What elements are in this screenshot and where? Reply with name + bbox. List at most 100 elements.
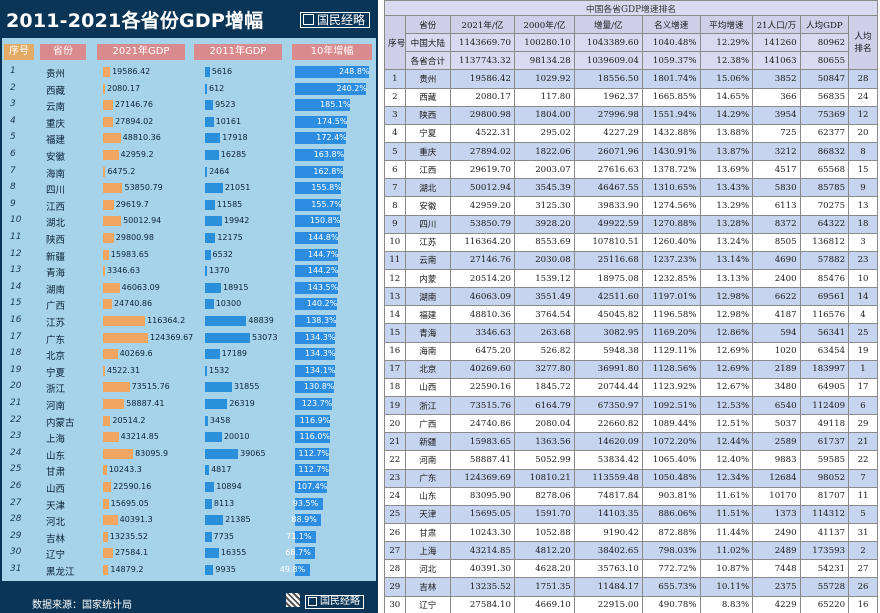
table-cell: 9883 <box>752 450 801 470</box>
table-cell: 1029.92 <box>513 69 575 89</box>
data-label-gdp-2021: 43214.85 <box>120 432 159 442</box>
table-cell: 13.43% <box>699 178 754 198</box>
rank-cell: 12 <box>384 268 406 289</box>
table-cell: 13235.52 <box>450 577 515 597</box>
table-cell: 2490 <box>752 522 801 543</box>
ranking-table: 中国各省GDP增速排名 序号 省份 2021年/亿 2000年/亿 增量/亿 名义增速 平均增… <box>384 0 878 613</box>
category-label: 北京 <box>46 351 66 363</box>
table-cell: 38402.65 <box>573 541 643 561</box>
table-cell: 74817.84 <box>573 486 643 506</box>
category-label: 福建 <box>46 135 66 147</box>
table-cell: 57882 <box>799 250 850 270</box>
table-cell: 14620.09 <box>573 432 643 452</box>
data-label-growth: 138.3% <box>306 316 337 325</box>
table-cell: 86832 <box>799 141 850 162</box>
category-label: 江西 <box>46 201 66 213</box>
bar-gdp-2011 <box>205 67 210 77</box>
chart-row: 13 青海 3346.63 1370 144.2% <box>2 263 376 280</box>
right-ranking-panel: 中国各省GDP增速排名 序号 省份 2021年/亿 2000年/亿 增量/亿 名义增速 平均增… <box>384 0 880 613</box>
chart-row: 27 天津 15695.05 8113 93.5% <box>2 496 376 513</box>
table-cell: 2400 <box>752 268 801 289</box>
table-cell: 11.51% <box>699 504 754 524</box>
data-label-gdp-2011: 26319 <box>229 399 255 408</box>
table-cell: 69561 <box>799 287 850 307</box>
bar-gdp-2021 <box>103 415 111 426</box>
table-cell: 1128.56% <box>641 359 701 379</box>
table-cell: 9190.42 <box>573 522 643 543</box>
data-label-gdp-2021: 29800.98 <box>115 233 154 242</box>
data-label-gdp-2011: 20010 <box>223 432 250 442</box>
qr-code-icon <box>286 593 300 607</box>
summary-cell: 1137743.32 <box>450 51 515 71</box>
per-capita-rank-cell: 9 <box>848 178 878 198</box>
per-capita-rank-cell: 28 <box>848 69 878 89</box>
bar-growth <box>295 431 330 444</box>
data-label-gdp-2021: 42959.2 <box>120 150 154 159</box>
data-label-gdp-2011: 9523 <box>215 100 236 110</box>
bar-gdp-2021 <box>103 183 123 194</box>
table-row: 20 广西 24740.86 2080.04 22660.82 1089.44% 12.51… <box>384 414 878 434</box>
summary-cell: 100280.10 <box>513 33 575 53</box>
row-index: 17 <box>10 331 22 342</box>
data-label-gdp-2021: 50012.94 <box>123 216 162 226</box>
table-cell: 1072.20% <box>641 432 701 452</box>
rank-cell: 27 <box>384 541 406 561</box>
data-label-growth: 163.8% <box>313 150 345 159</box>
bar-gdp-2011 <box>205 482 215 492</box>
table-cell: 22660.82 <box>573 414 643 434</box>
data-label-growth: 185.1% <box>320 100 351 110</box>
table-cell: 1123.92% <box>641 377 701 397</box>
per-capita-rank-cell: 23 <box>848 250 878 270</box>
table-cell: 12.69% <box>699 341 754 361</box>
row-index: 7 <box>10 165 16 176</box>
table-row: 5 重庆 27894.02 1822.06 26071.96 1430.91% 13.87%… <box>384 141 878 162</box>
province-cell: 安徽 <box>404 196 452 216</box>
data-label-gdp-2021: 14879.2 <box>110 565 144 574</box>
rank-cell: 15 <box>384 323 406 343</box>
table-cell: 116576 <box>799 305 850 325</box>
data-label-gdp-2021: 6475.2 <box>107 166 136 176</box>
table-cell: 55728 <box>799 577 850 597</box>
table-row: 3 陕西 29800.98 1804.00 27996.98 1551.94% 14.29%… <box>384 105 878 125</box>
data-label-gdp-2021: 20514.2 <box>112 415 146 425</box>
province-cell: 云南 <box>404 250 452 270</box>
summary-label: 各省合计 <box>404 51 452 71</box>
rank-cell: 11 <box>384 250 406 270</box>
header-per-capita-rank: 人均排名 <box>848 14 878 71</box>
table-cell: 4187 <box>752 305 801 325</box>
table-cell: 19586.42 <box>450 69 515 89</box>
data-label-gdp-2021: 3346.63 <box>107 266 141 276</box>
data-label-growth: 155.8% <box>311 183 342 193</box>
per-capita-rank-cell: 17 <box>848 377 878 397</box>
rank-cell: 25 <box>384 504 406 524</box>
category-label: 吉林 <box>46 533 66 545</box>
per-capita-rank-cell: 5 <box>848 504 878 524</box>
table-cell: 11484.17 <box>573 577 643 597</box>
rank-cell: 23 <box>384 468 406 488</box>
rank-cell: 21 <box>384 432 406 452</box>
bar-gdp-2011 <box>205 299 214 310</box>
data-label-gdp-2011: 10300 <box>215 299 242 309</box>
bar-gdp-2021 <box>103 150 119 160</box>
table-cell: 1539.12 <box>513 268 575 289</box>
table-cell: 13.88% <box>699 123 754 143</box>
table-cell: 2030.08 <box>513 250 575 270</box>
bar-gdp-2021 <box>103 249 109 260</box>
table-cell: 15983.65 <box>450 432 515 452</box>
bar-gdp-2021 <box>103 448 134 459</box>
table-cell: 3545.39 <box>513 178 575 198</box>
table-cell: 64322 <box>799 214 850 234</box>
table-row: 19 浙江 73515.76 6164.79 67350.97 1092.51% 12.53… <box>384 395 878 416</box>
table-cell: 14.29% <box>699 105 754 125</box>
table-cell: 4522.31 <box>450 123 515 143</box>
table-cell: 1129.11% <box>641 341 701 361</box>
chart-row: 11 陕西 29800.98 12175 144.8% <box>2 230 376 247</box>
table-cell: 12.86% <box>699 323 754 343</box>
table-cell: 40269.60 <box>450 359 515 379</box>
chart-row: 3 云南 27146.76 9523 185.1% <box>2 97 376 114</box>
category-label: 青海 <box>46 268 66 280</box>
table-cell: 98052 <box>799 468 850 488</box>
table-cell: 11.44% <box>699 522 754 543</box>
province-cell: 西藏 <box>404 87 452 107</box>
table-cell: 20514.20 <box>450 268 515 289</box>
